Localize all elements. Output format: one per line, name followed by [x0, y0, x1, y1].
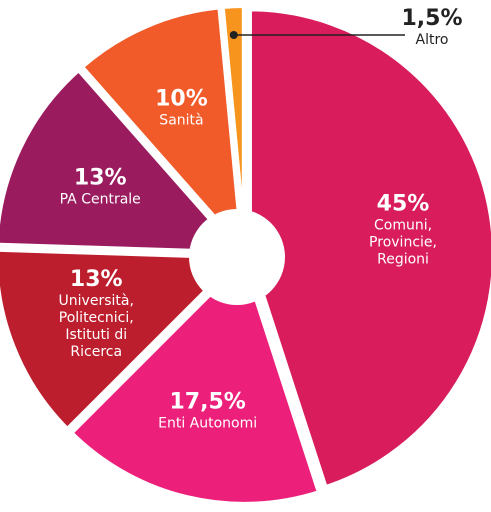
value-label: 13%: [73, 165, 127, 191]
slice-label: 17,5% Enti Autonomi: [158, 389, 257, 432]
category-label: PA Centrale: [59, 191, 141, 208]
value-label: 17,5%: [169, 389, 246, 415]
category-label: Comuni, Provincie, Regioni: [369, 217, 437, 268]
donut-hole: [189, 209, 285, 305]
slice-label: 1,5% Altro: [401, 6, 462, 49]
value-label: 13%: [69, 266, 123, 292]
slice: [245, 5, 491, 493]
slice: [76, 3, 248, 261]
value-label: 1,5%: [401, 6, 463, 31]
slice-label: 10% Sanità: [155, 87, 208, 130]
slice: [65, 253, 324, 508]
slice: [0, 64, 249, 257]
slice-label: 45% Comuni, Provincie, Regioni: [369, 191, 437, 268]
slice-label: 13% PA Centrale: [60, 165, 141, 208]
category-label: Sanità: [159, 112, 204, 129]
category-label: Altro: [415, 32, 449, 48]
slice: [0, 245, 249, 435]
slice-label: 13% Università, Politecnici, Istituti di …: [59, 267, 134, 361]
value-label: 45%: [376, 191, 430, 217]
category-label: Enti Autonomi: [158, 415, 258, 432]
value-label: 10%: [155, 86, 208, 112]
category-label: Università, Politecnici, Istituti di Ric…: [58, 292, 134, 360]
slice: [218, 2, 248, 252]
